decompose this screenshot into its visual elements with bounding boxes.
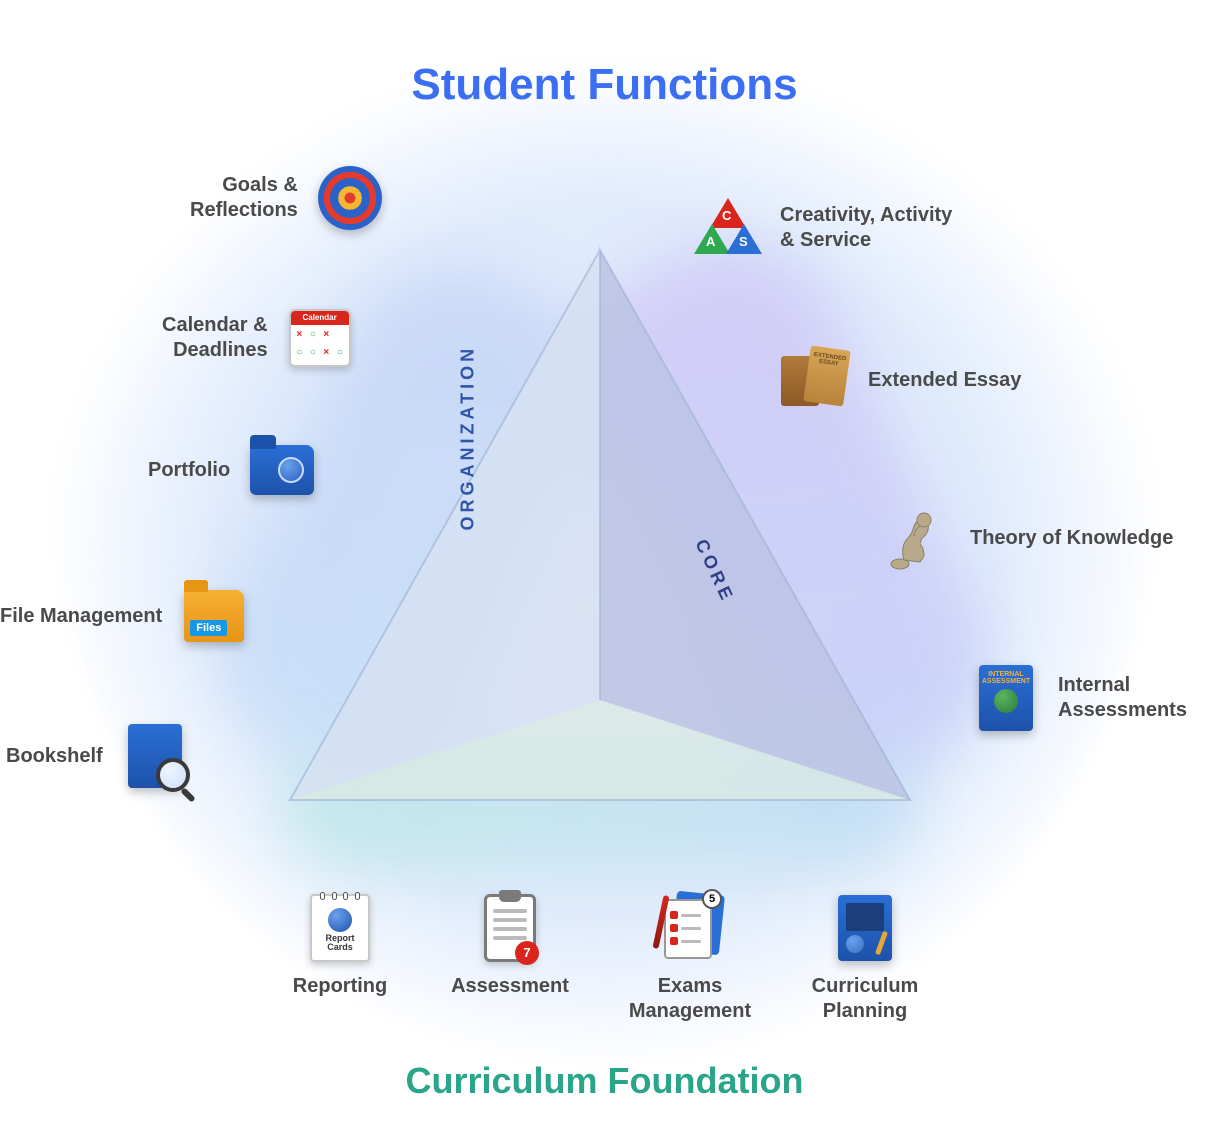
item-ia: INTERNALASSESSMENT Internal Assessments <box>968 660 1187 736</box>
item-goals: Goals & Reflections <box>190 160 388 236</box>
label-cas: Creativity, Activity & Service <box>780 203 952 253</box>
label-goals: Goals & Reflections <box>190 173 298 223</box>
label-bookshelf: Bookshelf <box>6 744 103 769</box>
label-ia: Internal Assessments <box>1058 673 1187 723</box>
pyramid-label-organization: ORGANIZATION <box>458 345 479 531</box>
title-curriculum-foundation: Curriculum Foundation <box>0 1060 1209 1102</box>
thinker-icon <box>880 500 956 576</box>
folder-orange-icon: Files <box>176 578 252 654</box>
pyramid <box>270 240 930 830</box>
label-exams: Exams Management <box>629 974 751 1024</box>
exams-icon: 5 <box>652 890 728 966</box>
cas-triangle-icon: CAS <box>690 190 766 266</box>
item-cas: CAS Creativity, Activity & Service <box>690 190 952 266</box>
item-assessment: 7 Assessment <box>440 890 580 999</box>
clipboard-icon: 7 <box>472 890 548 966</box>
item-files: File Management Files <box>0 578 252 654</box>
report-cards-icon: ReportCards <box>302 890 378 966</box>
label-assessment: Assessment <box>451 974 569 999</box>
item-portfolio: Portfolio <box>148 432 320 508</box>
label-ee: Extended Essay <box>868 368 1021 393</box>
book-magnifier-icon <box>117 718 193 794</box>
title-student-functions: Student Functions <box>0 60 1209 110</box>
label-calendar: Calendar & Deadlines <box>162 313 268 363</box>
label-portfolio: Portfolio <box>148 458 230 483</box>
item-ee: Extended Essay <box>778 342 1021 418</box>
item-reporting: ReportCards Reporting <box>270 890 410 999</box>
curriculum-book-icon <box>827 890 903 966</box>
ia-book-icon: INTERNALASSESSMENT <box>968 660 1044 736</box>
books-icon <box>778 342 854 418</box>
folder-blue-icon <box>244 432 320 508</box>
label-tok: Theory of Knowledge <box>970 526 1173 551</box>
label-reporting: Reporting <box>293 974 387 999</box>
target-icon <box>312 160 388 236</box>
item-curriculum: Curriculum Planning <box>790 890 940 1024</box>
item-bookshelf: Bookshelf <box>6 718 193 794</box>
item-exams: 5 Exams Management <box>610 890 770 1024</box>
item-tok: Theory of Knowledge <box>880 500 1173 576</box>
item-calendar: Calendar & Deadlines Calendar ×○× ○○×○ <box>162 300 358 376</box>
label-curriculum: Curriculum Planning <box>812 974 919 1024</box>
calendar-icon: Calendar ×○× ○○×○ <box>282 300 358 376</box>
label-files: File Management <box>0 604 162 629</box>
